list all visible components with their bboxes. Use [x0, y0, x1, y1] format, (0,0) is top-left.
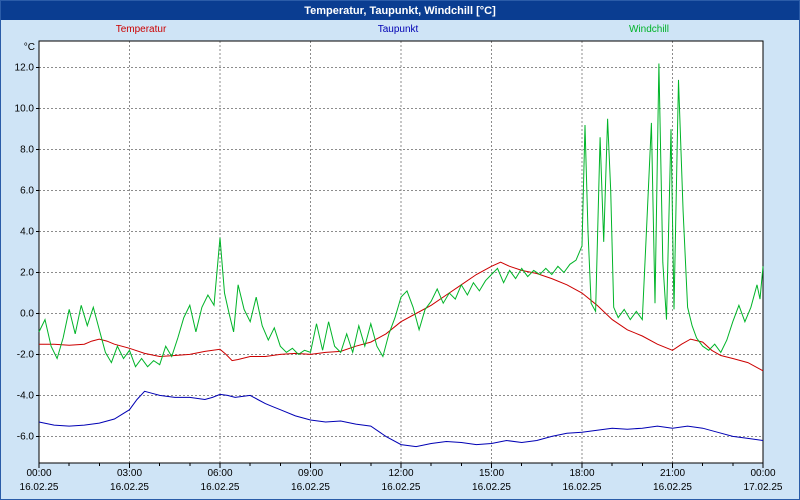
x-tick-label: 00:00 — [750, 468, 775, 479]
y-tick-label: -2.0 — [17, 349, 35, 360]
x-date-label: 16.02.25 — [563, 482, 602, 493]
series-line-windchill — [38, 63, 764, 368]
y-unit-label: °C — [24, 42, 35, 53]
x-date-label: 16.02.25 — [201, 482, 240, 493]
x-date-label: 16.02.25 — [110, 482, 149, 493]
legend-temperatur: Temperatur — [115, 24, 167, 35]
window-title: Temperatur, Taupunkt, Windchill [°C] — [304, 4, 496, 17]
x-date-label: 16.02.25 — [291, 482, 330, 493]
x-tick-label: 03:00 — [117, 468, 142, 479]
legend-taupunkt: Taupunkt — [377, 24, 419, 35]
window-titlebar: Temperatur, Taupunkt, Windchill [°C] — [1, 1, 799, 20]
y-tick-label: 0.0 — [20, 308, 34, 319]
x-tick-label: 06:00 — [207, 468, 232, 479]
series-line-temperatur — [39, 261, 764, 372]
legend-windchill: Windchill — [628, 24, 670, 35]
x-tick-label: 15:00 — [479, 468, 504, 479]
x-date-label: 16.02.25 — [382, 482, 421, 493]
x-tick-label: 00:00 — [26, 468, 51, 479]
x-tick-label: 09:00 — [298, 468, 323, 479]
plot-background — [39, 41, 763, 463]
y-tick-label: -4.0 — [17, 390, 35, 401]
y-tick-label: 10.0 — [15, 104, 35, 115]
y-tick-label: -6.0 — [17, 431, 35, 442]
y-tick-label: 2.0 — [20, 267, 34, 278]
series-line-taupunkt — [38, 390, 764, 448]
y-tick-label: 8.0 — [20, 145, 34, 156]
x-date-label: 16.02.25 — [20, 482, 59, 493]
x-tick-label: 21:00 — [660, 468, 685, 479]
y-tick-label: 6.0 — [20, 186, 34, 197]
x-tick-label: 18:00 — [569, 468, 594, 479]
y-tick-label: 4.0 — [20, 227, 34, 238]
x-date-label: 16.02.25 — [653, 482, 692, 493]
x-date-label: 17.02.25 — [744, 482, 783, 493]
y-tick-label: 12.0 — [15, 63, 35, 74]
x-tick-label: 12:00 — [388, 468, 413, 479]
x-date-label: 16.02.25 — [472, 482, 511, 493]
